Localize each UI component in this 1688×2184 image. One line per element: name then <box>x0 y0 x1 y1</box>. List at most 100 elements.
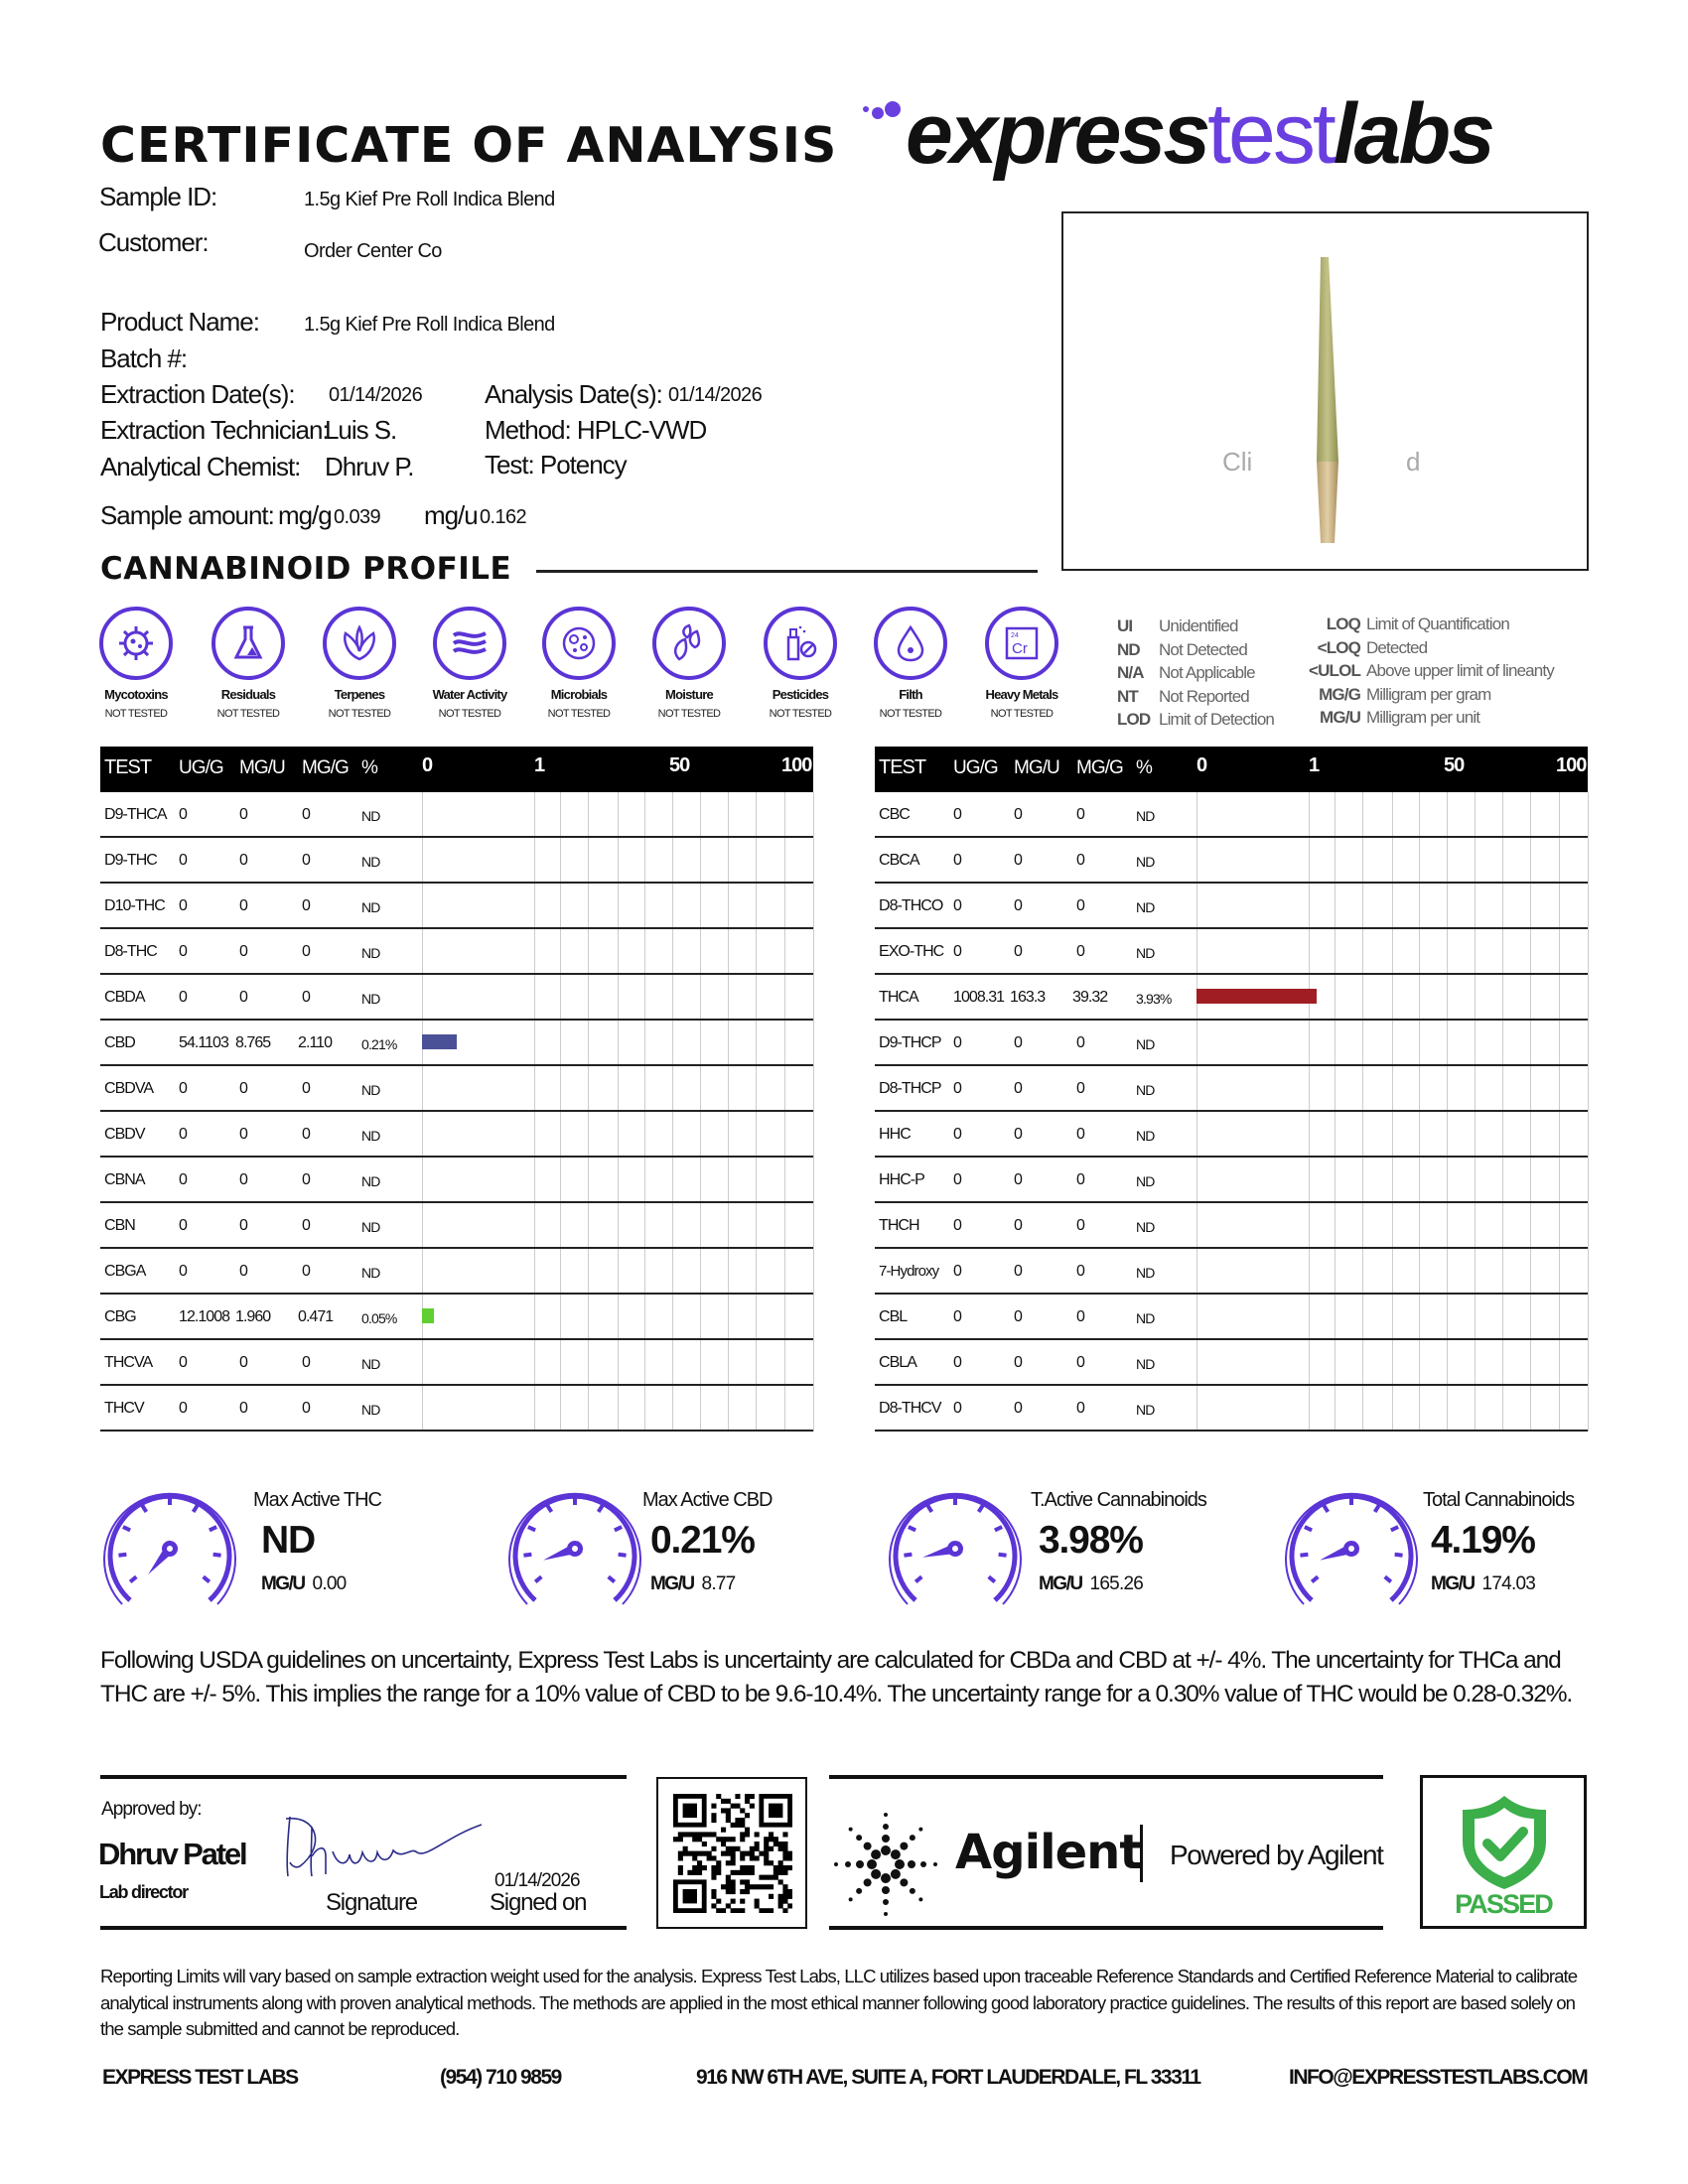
grid-line <box>1447 792 1448 1432</box>
scale-tick: 50 <box>669 754 690 776</box>
cell-ug-g: 0 <box>179 1217 188 1234</box>
sample-id-value: 1.5g Kief Pre Roll Indica Blend <box>304 189 555 210</box>
cell-test: CBDV <box>104 1126 146 1143</box>
scale-tick: 50 <box>1444 754 1465 776</box>
cell-mg-u: 0 <box>1014 1171 1023 1188</box>
cell-ug-g: 0 <box>953 1080 962 1097</box>
cell-mg-g: 0 <box>1076 1171 1085 1188</box>
table-row: D8-THCO 0 0 0 ND <box>875 884 1588 929</box>
test-status: NOT TESTED <box>990 708 1054 720</box>
cell-mg-g: 0 <box>1076 1400 1085 1417</box>
cell-pct: 0.05% <box>361 1310 397 1326</box>
test-type: Test: Potency <box>485 450 628 479</box>
test-status: NOT TESTED <box>438 708 501 720</box>
legend-abbr: <LOQ <box>1317 637 1361 657</box>
grid-line <box>1419 792 1420 1432</box>
signed-on-label: Signed on <box>490 1889 588 1916</box>
shield-check-icon <box>1463 1796 1546 1889</box>
cell-ug-g: 1008.31 <box>953 989 1005 1006</box>
mgu-label: MG/U <box>261 1573 306 1594</box>
legend-item: MG/U Milligram per unit <box>1299 706 1554 730</box>
cell-ug-g: 0 <box>179 989 188 1006</box>
column-header: MG/G <box>302 757 350 778</box>
mgu-label: MG/U <box>1039 1573 1083 1594</box>
cell-ug-g: 54.1103 <box>179 1034 229 1051</box>
cell-ug-g: 0 <box>953 1308 962 1325</box>
customer-label: Customer: <box>98 227 210 257</box>
test-name: Terpenes <box>334 687 385 702</box>
cell-mg-g: 0 <box>302 943 311 960</box>
grid-line <box>813 792 814 1432</box>
summary-value: 4.19% <box>1431 1519 1536 1562</box>
cell-mg-u: 0 <box>239 943 248 960</box>
percent-bar <box>422 1308 434 1323</box>
table-row: THCV 0 0 0 ND <box>100 1386 813 1432</box>
cell-test: HHC-P <box>879 1171 925 1188</box>
divider <box>829 1926 1383 1930</box>
cell-mg-u: 0 <box>1014 1217 1023 1234</box>
droplets-icon <box>652 607 726 680</box>
cell-mg-u: 0 <box>239 806 248 823</box>
test-mycotoxins: Mycotoxins NOT TESTED <box>98 606 174 720</box>
pre-roll-icon <box>1317 257 1338 543</box>
footer-email[interactable]: INFO@EXPRESSTESTLABS.COM <box>1289 2066 1589 2089</box>
grid-line <box>1335 792 1336 1432</box>
analysis-date-label: Analysis Date(s): <box>485 379 663 409</box>
cell-pct: ND <box>1136 1128 1155 1144</box>
cell-mg-u: 0 <box>239 989 248 1006</box>
cell-test: EXO-THC <box>879 943 944 960</box>
cell-mg-g: 0 <box>302 1171 311 1188</box>
signature-label: Signature <box>326 1889 418 1916</box>
test-water-activity: Water Activity NOT TESTED <box>432 606 507 720</box>
footer-phone[interactable]: (954) 710 9859 <box>440 2066 562 2089</box>
petri-dish-icon <box>542 607 616 680</box>
cell-pct: ND <box>1136 1219 1155 1235</box>
summary-label: Max Active THC <box>253 1489 382 1511</box>
cell-mg-g: 0 <box>1076 1308 1085 1325</box>
table-row: D9-THC 0 0 0 ND <box>100 838 813 884</box>
scale-tick: 1 <box>1309 754 1320 776</box>
cell-test: THCA <box>879 989 919 1006</box>
cell-test: D10-THC <box>104 897 166 914</box>
logo-labs: labs <box>1333 86 1495 182</box>
cell-test: CBC <box>879 806 911 823</box>
cell-ug-g: 0 <box>953 1171 962 1188</box>
column-header: MG/U <box>239 757 286 778</box>
cell-ug-g: 0 <box>953 1126 962 1143</box>
agilent-spark-icon <box>834 1813 937 1916</box>
cell-pct: ND <box>1136 1082 1155 1098</box>
mg-u-value: 0.162 <box>480 506 527 528</box>
table-row: THCVA 0 0 0 ND <box>100 1340 813 1386</box>
cell-mg-u: 0 <box>239 852 248 869</box>
cell-mg-u: 0 <box>1014 1126 1023 1143</box>
legend-desc: Not Detected <box>1159 639 1248 659</box>
table-row: HHC-P 0 0 0 ND <box>875 1158 1588 1203</box>
legend-abbr: <ULOL <box>1309 661 1361 680</box>
cell-mg-u: 0 <box>1014 1354 1023 1371</box>
extraction-date-label: Extraction Date(s): <box>100 379 296 409</box>
footer-company: EXPRESS TEST LABS <box>102 2066 299 2089</box>
cell-mg-u: 0 <box>1014 806 1023 823</box>
test-terpenes: Terpenes NOT TESTED <box>322 606 397 720</box>
table-row: CBGA 0 0 0 ND <box>100 1249 813 1295</box>
grid-line <box>618 792 619 1432</box>
cell-mg-u: 0 <box>239 1171 248 1188</box>
scale-tick: 0 <box>422 754 433 776</box>
cell-mg-u: 0 <box>1014 897 1023 914</box>
legend-desc: Milligram per gram <box>1366 684 1491 704</box>
test-moisture: Moisture NOT TESTED <box>651 606 727 720</box>
legend-left: UI Unidentified ND Not Detected N/A Not Appli… <box>1117 614 1275 732</box>
grid-line <box>1362 792 1363 1432</box>
qr-code[interactable] <box>656 1777 807 1929</box>
test-status: NOT TESTED <box>547 708 611 720</box>
summary-value: 0.21% <box>650 1519 756 1562</box>
cell-mg-u: 0 <box>1014 1400 1023 1417</box>
spray-bottle-icon <box>764 607 837 680</box>
table-row: D10-THC 0 0 0 ND <box>100 884 813 929</box>
cell-mg-u: 0 <box>1014 1034 1023 1051</box>
test-status: NOT TESTED <box>328 708 391 720</box>
test-status: NOT TESTED <box>657 708 721 720</box>
grid-line <box>1309 792 1310 1432</box>
legend-abbr: MG/U <box>1320 708 1361 727</box>
grid-line <box>560 792 561 1432</box>
